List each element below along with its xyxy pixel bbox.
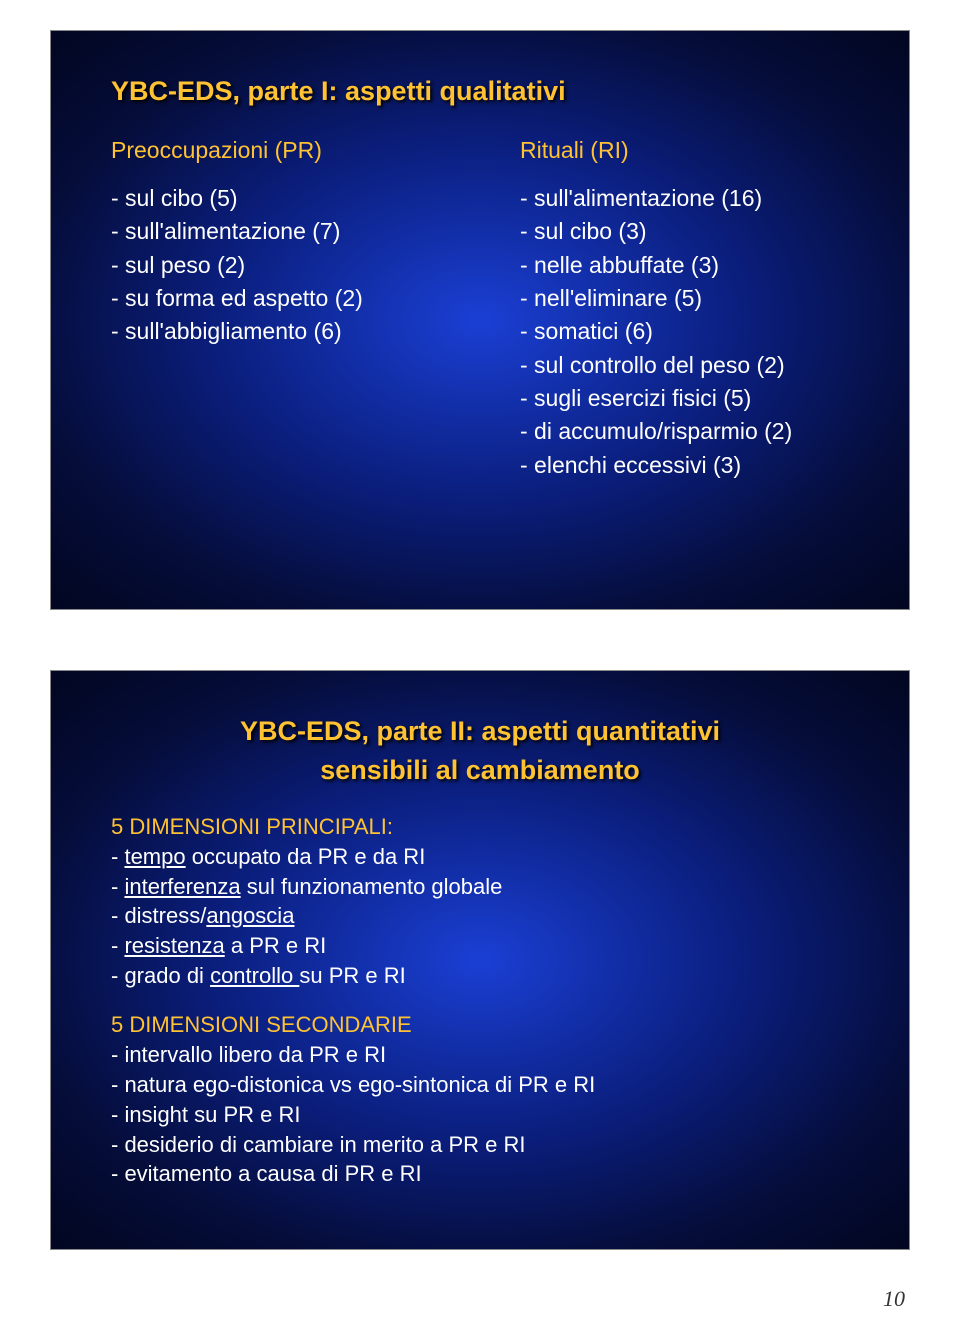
slide1-title: YBC-EDS, parte I: aspetti qualitativi (111, 76, 849, 107)
txt: sul funzionamento globale (241, 874, 503, 899)
slide2-subtitle: sensibili al cambiamento (111, 755, 849, 786)
left-item: - sull'abbigliamento (6) (111, 315, 440, 348)
right-item: - di accumulo/risparmio (2) (520, 415, 849, 448)
right-item: - somatici (6) (520, 315, 849, 348)
section1-header: 5 DIMENSIONI PRINCIPALI: (111, 814, 849, 840)
right-item: - sul controllo del peso (2) (520, 349, 849, 382)
left-item: - su forma ed aspetto (2) (111, 282, 440, 315)
left-col-header: Preoccupazioni (PR) (111, 137, 440, 164)
dim-item: - evitamento a causa di PR e RI (111, 1159, 849, 1189)
slide1-left-col: Preoccupazioni (PR) - sul cibo (5) - sul… (111, 137, 440, 482)
right-item: - elenchi eccessivi (3) (520, 449, 849, 482)
dim-item: - distress/angoscia (111, 901, 849, 931)
right-col-header: Rituali (RI) (520, 137, 849, 164)
dim-item: - intervallo libero da PR e RI (111, 1040, 849, 1070)
right-item: - sull'alimentazione (16) (520, 182, 849, 215)
right-item: - sugli esercizi fisici (5) (520, 382, 849, 415)
txt: a PR e RI (225, 933, 326, 958)
slide2-title: YBC-EDS, parte II: aspetti quantitativi (111, 716, 849, 747)
txt: - (111, 874, 124, 899)
dim-item: - tempo occupato da PR e da RI (111, 842, 849, 872)
underline: angoscia (206, 903, 294, 928)
dim-item: - natura ego-distonica vs ego-sintonica … (111, 1070, 849, 1100)
dim-item: - desiderio di cambiare in merito a PR e… (111, 1130, 849, 1160)
txt: - grado di (111, 963, 210, 988)
right-item: - nell'eliminare (5) (520, 282, 849, 315)
dim-item: - grado di controllo su PR e RI (111, 961, 849, 991)
underline: interferenza (124, 874, 240, 899)
page-number: 10 (883, 1286, 905, 1312)
dim-item: - interferenza sul funzionamento globale (111, 872, 849, 902)
underline: resistenza (124, 933, 224, 958)
underline: tempo (124, 844, 185, 869)
section2-header: 5 DIMENSIONI SECONDARIE (111, 1012, 849, 1038)
dim-item: - resistenza a PR e RI (111, 931, 849, 961)
txt: - (111, 844, 124, 869)
left-item: - sul peso (2) (111, 249, 440, 282)
slide-1: YBC-EDS, parte I: aspetti qualitativi Pr… (50, 30, 910, 610)
slide1-right-col: Rituali (RI) - sull'alimentazione (16) -… (520, 137, 849, 482)
right-item: - sul cibo (3) (520, 215, 849, 248)
txt: - distress/ (111, 903, 206, 928)
left-item: - sull'alimentazione (7) (111, 215, 440, 248)
slide1-columns: Preoccupazioni (PR) - sul cibo (5) - sul… (111, 137, 849, 482)
underline: controllo (210, 963, 299, 988)
dim-item: - insight su PR e RI (111, 1100, 849, 1130)
txt: su PR e RI (299, 963, 405, 988)
left-item: - sul cibo (5) (111, 182, 440, 215)
txt: - (111, 933, 124, 958)
slide-2: YBC-EDS, parte II: aspetti quantitativi … (50, 670, 910, 1250)
txt: occupato da PR e da RI (186, 844, 426, 869)
right-item: - nelle abbuffate (3) (520, 249, 849, 282)
